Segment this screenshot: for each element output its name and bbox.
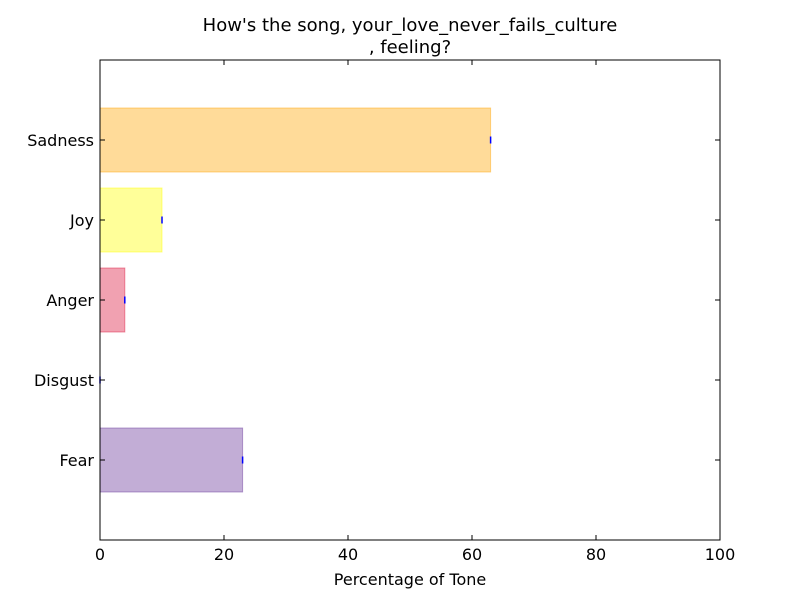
bars-layer bbox=[99, 107, 492, 493]
x-tick-label-0: 0 bbox=[95, 545, 105, 564]
x-tick-label-40: 40 bbox=[338, 545, 358, 564]
y-tick-label-joy: Joy bbox=[69, 211, 94, 230]
plot-frame bbox=[99, 59, 721, 541]
chart-title-line-1: How's the song, your_love_never_fails_cu… bbox=[203, 15, 618, 36]
x-tick-label-60: 60 bbox=[462, 545, 482, 564]
bar-joy bbox=[99, 187, 163, 253]
bar-fear bbox=[99, 427, 244, 493]
x-tick-label-20: 20 bbox=[214, 545, 234, 564]
y-tick-label-anger: Anger bbox=[46, 291, 94, 310]
y-tick-label-disgust: Disgust bbox=[34, 371, 94, 390]
x-tick-label-100: 100 bbox=[705, 545, 736, 564]
chart-title-line-2: , feeling? bbox=[369, 37, 451, 58]
x-tick-label-80: 80 bbox=[586, 545, 606, 564]
y-tick-label-sadness: Sadness bbox=[27, 131, 94, 150]
y-tick-label-fear: Fear bbox=[59, 451, 94, 470]
tick-labels-layer: Sadness Joy Anger Disgust Fear 0 20 40 60 80 100 bbox=[27, 131, 735, 564]
bar-sadness bbox=[99, 107, 492, 173]
x-axis-label: Percentage of Tone bbox=[334, 570, 486, 589]
